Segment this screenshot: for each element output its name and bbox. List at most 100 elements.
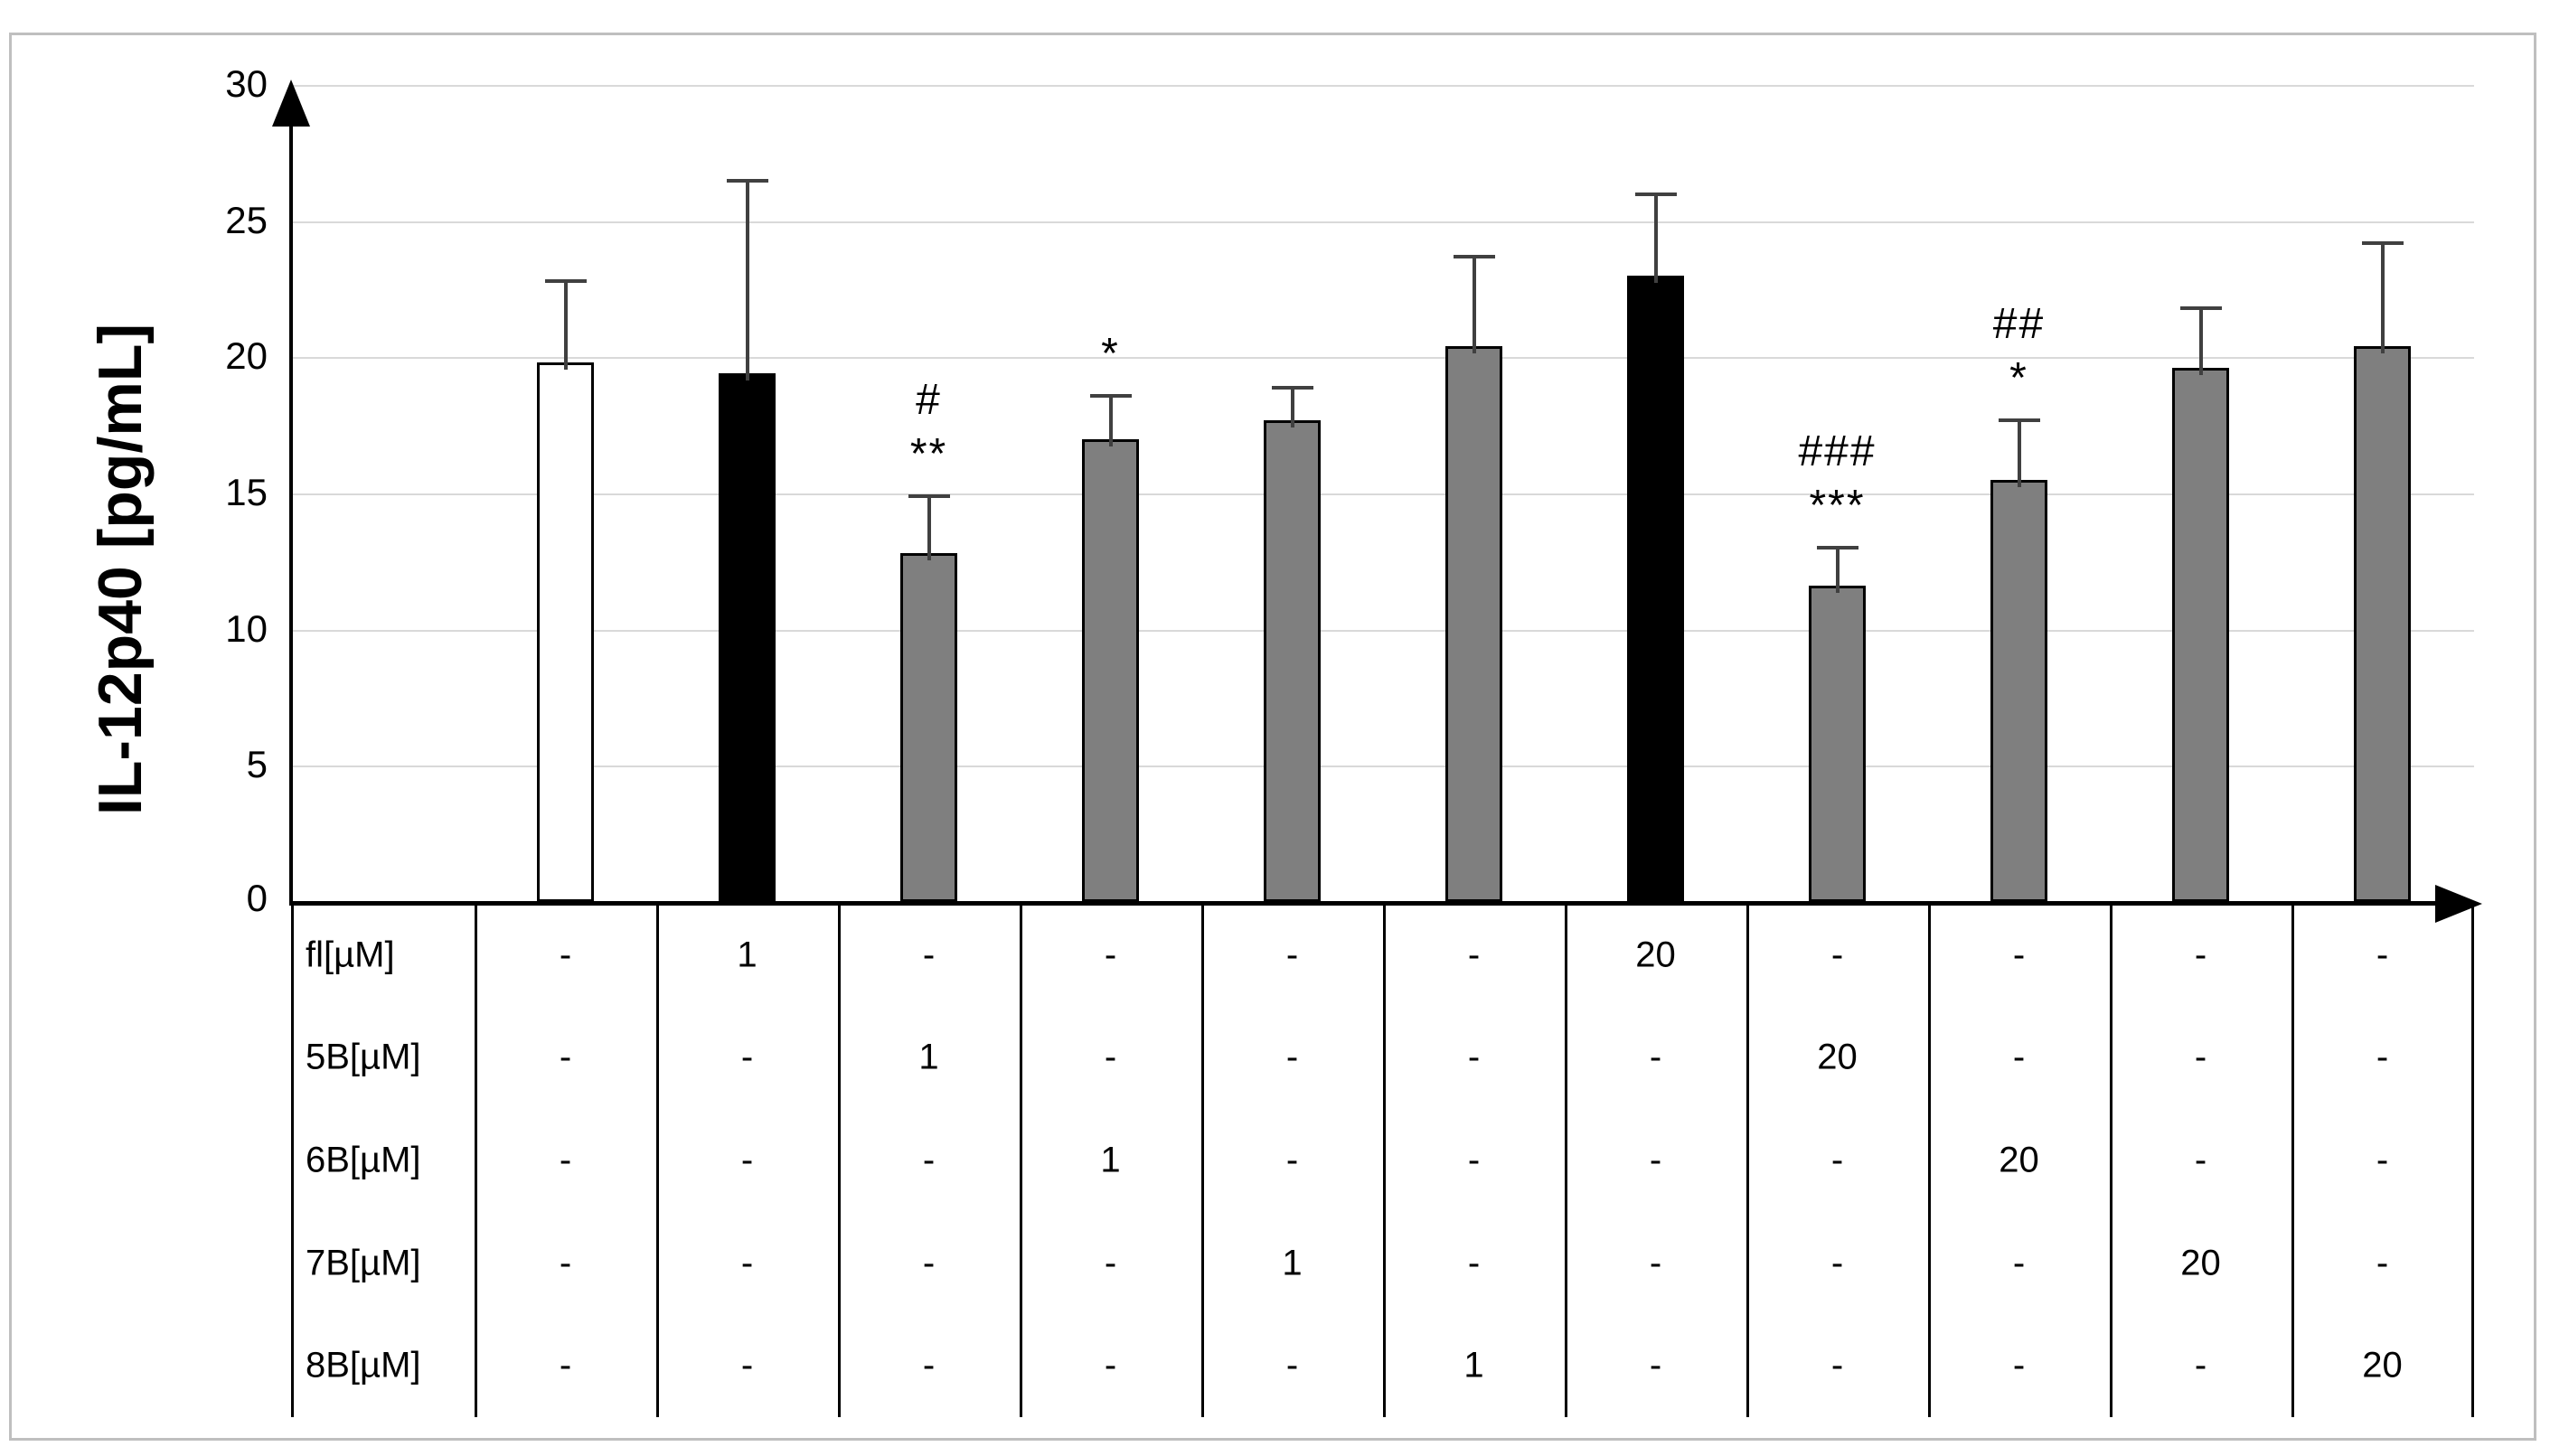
dose-cell-r2-c10: -: [2194, 1037, 2207, 1077]
row-label-5b: 5B[µM]: [306, 1037, 421, 1077]
x-axis-line: [289, 901, 2448, 906]
gridline-10: [293, 629, 2474, 632]
dose-cell-r3-c2: -: [740, 1140, 754, 1180]
error-bar-line-9: [2017, 419, 2021, 487]
gridline-20: [293, 357, 2474, 360]
gridline-15: [293, 493, 2474, 496]
annotation-line: *: [1101, 329, 1120, 378]
dose-cell-r5-c10: -: [2194, 1345, 2207, 1386]
dose-cell-r2-c2: -: [740, 1037, 754, 1077]
dose-cell-r4-c11: -: [2376, 1243, 2389, 1283]
y-tick-label-10: 10: [225, 606, 268, 650]
dose-cell-r3-c7: -: [1649, 1140, 1662, 1180]
bar-5b-20-m: [1809, 586, 1866, 902]
y-tick-label-0: 0: [246, 877, 268, 920]
row-label-8b: 8B[µM]: [306, 1345, 421, 1386]
dose-cell-r1-c10: -: [2194, 935, 2207, 975]
y-axis-arrowhead-icon: [272, 80, 310, 127]
table-column-line-10: [2110, 904, 2112, 1417]
error-bar-cap-11: [2361, 240, 2404, 245]
dose-cell-r5-c11: 20: [2362, 1345, 2403, 1386]
bar-6b-20-m: [1990, 480, 2047, 902]
dose-cell-r3-c9: 20: [1999, 1140, 2039, 1180]
error-bar-line-7: [1653, 193, 1658, 283]
error-bar-cap-7: [1634, 192, 1677, 196]
dose-cell-r4-c2: -: [740, 1243, 754, 1283]
error-bar-line-2: [745, 180, 749, 380]
dose-cell-r3-c10: -: [2194, 1140, 2207, 1180]
y-tick-label-15: 15: [225, 471, 268, 514]
table-column-line-2: [656, 904, 659, 1417]
error-bar-cap-3: [908, 494, 950, 499]
dose-cell-r3-c3: -: [922, 1140, 936, 1180]
significance-annotation-9: ## *: [1993, 297, 2045, 406]
dose-cell-r2-c1: -: [559, 1037, 572, 1077]
dose-cell-r5-c4: -: [1104, 1345, 1117, 1386]
table-column-line-0: [291, 904, 294, 1417]
dose-cell-r3-c4: 1: [1100, 1140, 1121, 1180]
bar-8b-1-m: [1445, 346, 1502, 902]
error-bar-cap-6: [1453, 254, 1495, 258]
dose-cell-r2-c11: -: [2376, 1037, 2389, 1077]
annotation-line: ##: [1992, 299, 2046, 348]
dose-cell-r2-c6: -: [1467, 1037, 1481, 1077]
dose-cell-r3-c8: -: [1830, 1140, 1844, 1180]
table-column-line-5: [1201, 904, 1204, 1417]
y-tick-label-5: 5: [246, 743, 268, 786]
bar-7b-1-m: [1264, 420, 1321, 902]
dose-cell-r2-c3: 1: [918, 1037, 939, 1077]
dose-cell-r5-c7: -: [1649, 1345, 1662, 1386]
dose-cell-r4-c1: -: [559, 1243, 572, 1283]
dose-cell-r5-c1: -: [559, 1345, 572, 1386]
error-bar-cap-4: [1089, 393, 1132, 398]
gridline-30: [293, 85, 2474, 88]
dose-cell-r5-c8: -: [1830, 1345, 1844, 1386]
dose-cell-r4-c9: -: [2012, 1243, 2026, 1283]
row-label-6b: 6B[µM]: [306, 1140, 421, 1180]
y-axis-line: [289, 90, 293, 906]
dose-cell-r2-c7: -: [1649, 1037, 1662, 1077]
annotation-line: ###: [1798, 427, 1877, 476]
table-column-line-7: [1565, 904, 1567, 1417]
row-label-7b: 7B[µM]: [306, 1243, 421, 1283]
dose-cell-r4-c10: 20: [2180, 1243, 2221, 1283]
dose-cell-r1-c3: -: [922, 935, 936, 975]
dose-cell-r4-c7: -: [1649, 1243, 1662, 1283]
error-bar-cap-10: [2179, 306, 2222, 311]
dose-cell-r2-c8: 20: [1817, 1037, 1858, 1077]
dose-cell-r1-c6: -: [1467, 935, 1481, 975]
table-column-line-12: [2471, 904, 2474, 1417]
error-bar-line-6: [1472, 256, 1476, 353]
dose-cell-r1-c8: -: [1830, 935, 1844, 975]
bar-5b-1-m: [900, 553, 957, 902]
bar-8b-20-m: [2354, 346, 2411, 902]
annotation-line: **: [909, 430, 948, 479]
error-bar-line-3: [927, 496, 931, 560]
error-bar-line-10: [2198, 308, 2203, 375]
bar-fl-20-m: [1627, 276, 1684, 902]
y-tick-label-25: 25: [225, 198, 268, 241]
dose-cell-r1-c1: -: [559, 935, 572, 975]
dose-cell-r1-c9: -: [2012, 935, 2026, 975]
table-column-line-11: [2291, 904, 2294, 1417]
error-bar-cap-5: [1271, 385, 1313, 390]
y-tick-label-30: 30: [225, 62, 268, 106]
dose-cell-r1-c4: -: [1104, 935, 1117, 975]
dose-cell-r5-c6: 1: [1463, 1345, 1484, 1386]
bar-6b-1-m: [1082, 439, 1139, 902]
x-axis-arrowhead-icon: [2435, 885, 2482, 923]
dose-cell-r2-c5: -: [1285, 1037, 1299, 1077]
annotation-line: #: [916, 376, 942, 425]
dose-cell-r5-c9: -: [2012, 1345, 2026, 1386]
row-label-fl: fl[µM]: [306, 935, 395, 975]
error-bar-line-11: [2380, 242, 2385, 353]
gridline-25: [293, 221, 2474, 223]
table-column-line-9: [1928, 904, 1931, 1417]
dose-cell-r2-c4: -: [1104, 1037, 1117, 1077]
table-column-line-1: [475, 904, 477, 1417]
dose-cell-r4-c6: -: [1467, 1243, 1481, 1283]
error-bar-cap-8: [1816, 546, 1858, 550]
dose-cell-r1-c7: 20: [1635, 935, 1676, 975]
table-column-line-8: [1746, 904, 1749, 1417]
